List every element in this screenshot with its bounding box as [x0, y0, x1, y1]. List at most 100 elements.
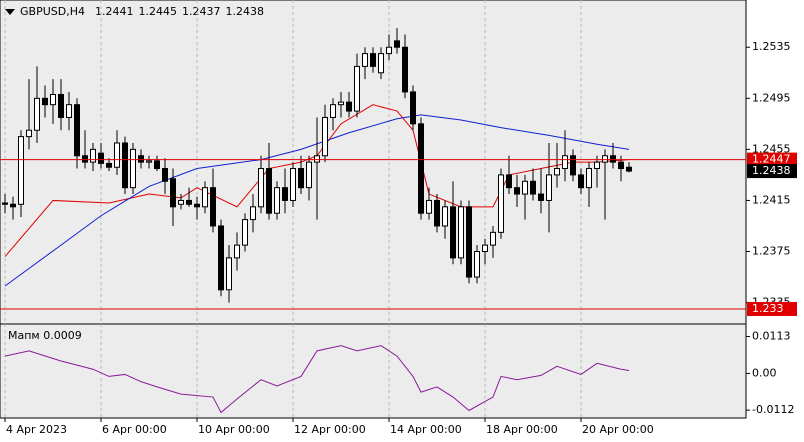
candle-body: [306, 161, 312, 189]
candle-body: [458, 206, 464, 259]
candle-body: [298, 168, 304, 189]
level-label-box: [747, 152, 797, 167]
candle-body: [74, 104, 80, 157]
candle-body: [98, 152, 104, 164]
candle-body: [570, 155, 576, 176]
candle-body: [554, 168, 560, 176]
candle-body: [426, 199, 432, 214]
candle-body: [434, 199, 440, 227]
candle-body: [370, 53, 376, 67]
menu-triangle[interactable]: [5, 9, 15, 15]
candle-body: [130, 148, 136, 189]
indicator-value: 0.0009: [43, 329, 82, 342]
x-tick-label: 10 Apr 00:00: [198, 423, 270, 436]
candle-body: [482, 244, 488, 253]
x-tick-label: 12 Apr 00:00: [294, 423, 366, 436]
y-tick-label: 1.2415: [752, 193, 791, 206]
level-label: 1.2447: [752, 153, 791, 166]
y-tick-label: 0.0113: [752, 329, 791, 342]
chart-header: GBPUSD,H4 1.2441 1.2445 1.2437 1.2438: [20, 5, 264, 18]
candle-body: [314, 155, 320, 163]
last-price-label: 1.2438: [752, 164, 791, 177]
candle-body: [218, 225, 224, 291]
indicator-header: Мапм 0.0009: [8, 329, 82, 342]
candle-body: [450, 206, 456, 259]
candle-body: [138, 155, 144, 163]
indicator-line: [4, 345, 630, 414]
candle-body: [210, 187, 216, 227]
x-tick-label: 14 Apr 00:00: [390, 423, 462, 436]
candle-body: [354, 65, 360, 112]
candle-body: [34, 97, 40, 131]
y-tick-label: 1.2455: [752, 142, 791, 155]
candle-body: [226, 257, 232, 291]
candle-body: [530, 180, 536, 195]
candle-body: [178, 199, 184, 205]
level-label-box: [747, 301, 797, 316]
header-price: 1.2441: [95, 5, 134, 18]
candle-body: [330, 104, 336, 118]
candle-body: [162, 168, 168, 182]
x-tick-label: 6 Apr 00:00: [102, 423, 167, 436]
candle-body: [618, 161, 624, 170]
candle-body: [490, 231, 496, 246]
candle-body: [594, 161, 600, 170]
candle-body: [202, 187, 208, 208]
symbol: GBPUSD,H4: [20, 5, 85, 18]
candle-body: [538, 193, 544, 201]
candle-body: [242, 219, 248, 246]
candle-body: [338, 101, 344, 106]
candle-body: [602, 155, 608, 163]
candle-body: [546, 174, 552, 201]
candle-body: [290, 168, 296, 201]
candle-body: [474, 251, 480, 278]
candle-body: [2, 202, 8, 205]
candle-body: [378, 53, 384, 74]
indicator-name: Мапм: [8, 329, 40, 342]
candle-body: [394, 40, 400, 48]
candle-body: [362, 53, 368, 67]
candle-body: [418, 123, 424, 214]
candle-body: [506, 174, 512, 189]
candle-body: [106, 162, 112, 168]
candle-body: [90, 148, 96, 163]
candle-body: [170, 178, 176, 208]
candle-body: [466, 206, 472, 278]
candle-body: [42, 97, 48, 106]
candle-body: [146, 160, 152, 163]
candle-body: [274, 187, 280, 214]
moving-average: [4, 114, 630, 287]
level-label: 1.233: [752, 302, 784, 315]
candle-body: [522, 180, 528, 195]
candle-body: [250, 206, 256, 221]
y-tick-label: 1.2495: [752, 91, 791, 104]
candle-body: [514, 187, 520, 195]
y-tick-label: -0.0112: [752, 403, 794, 416]
candle-body: [578, 174, 584, 189]
candle-body: [386, 46, 392, 55]
candle-body: [322, 116, 328, 157]
candle-body: [266, 168, 272, 214]
candle-body: [18, 136, 24, 205]
candle-body: [186, 199, 192, 205]
candle-body: [346, 101, 352, 112]
candle-body: [26, 129, 32, 138]
candle-body: [626, 166, 632, 172]
candle-body: [410, 91, 416, 125]
header-price: 1.2437: [182, 5, 221, 18]
x-tick-label: 20 Apr 00:00: [582, 423, 654, 436]
candle-body: [442, 206, 448, 227]
y-tick-label: 1.2535: [752, 40, 791, 53]
candle-body: [82, 155, 88, 163]
candle-body: [194, 203, 200, 208]
x-tick-label: 18 Apr 00:00: [486, 423, 558, 436]
y-tick-label: 0.00: [752, 366, 777, 379]
candle-body: [586, 168, 592, 189]
candle-body: [402, 46, 408, 93]
candle-body: [66, 104, 72, 118]
candle-body: [154, 160, 160, 170]
header-price: 1.2445: [138, 5, 177, 18]
y-tick-label: 1.2375: [752, 245, 791, 258]
header-price: 1.2438: [225, 5, 264, 18]
